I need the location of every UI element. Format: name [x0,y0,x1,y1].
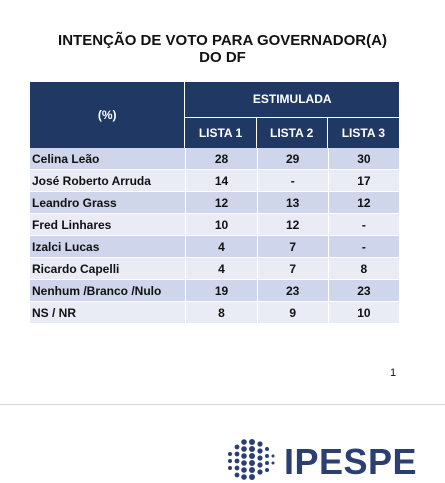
table-cell: 23 [256,280,328,302]
title-line-1: INTENÇÃO DE VOTO PARA GOVERNADOR(A) [58,32,387,49]
table-cell: 29 [256,148,328,170]
table-cell: 8 [327,258,399,280]
table-cell: - [327,236,399,258]
table-cell: 12 [256,214,328,236]
table-cell: 8 [185,302,257,324]
table-row: Nenhum /Branco /Nulo 19 23 23 [30,280,399,302]
table-cell: - [256,170,328,192]
column-header: LISTA 1 [185,117,257,148]
candidate-name: Ricardo Capelli [30,258,186,280]
table-cell: 30 [327,148,399,170]
table-cell: 23 [327,280,399,302]
table-cell: 17 [327,170,399,192]
table-cell: 10 [327,302,399,324]
table-cell: 19 [185,280,257,302]
table-row: José Roberto Arruda 14 - 17 [30,170,399,192]
table-cell: 7 [256,258,328,280]
logo-text: IPESPE [284,441,418,482]
candidate-name: Nenhum /Branco /Nulo [30,280,186,302]
table-cell: 13 [256,192,328,214]
dotted-globe-icon [228,439,275,480]
percent-header: (%) [30,82,186,148]
estimulada-header: ESTIMULADA [185,82,399,118]
table-cell: 9 [256,302,328,324]
table-row: Fred Linhares 10 12 - [30,214,399,236]
table-row: NS / NR 8 9 10 [30,302,399,324]
page-number: 1 [390,367,397,379]
table-cell: 4 [185,258,257,280]
title-line-2: DO DF [199,49,246,66]
table-cell: - [327,214,399,236]
column-header: LISTA 2 [256,117,328,148]
table-cell: 7 [256,236,328,258]
table-cell: 12 [185,192,257,214]
page-title: INTENÇÃO DE VOTO PARA GOVERNADOR(A) DO D… [0,32,445,66]
poll-table: (%) ESTIMULADA LISTA 1 LISTA 2 LISTA 3 C… [30,82,399,324]
candidate-name: Celina Leão [30,148,186,170]
column-header: LISTA 3 [327,117,399,148]
candidate-name: José Roberto Arruda [30,170,186,192]
candidate-name: Leandro Grass [30,192,186,214]
table-row: Izalci Lucas 4 7 - [30,236,399,258]
candidate-name: Fred Linhares [30,214,186,236]
table-cell: 14 [185,170,257,192]
ipespe-logo: IPESPE [222,434,422,483]
table-cell: 10 [185,214,257,236]
candidate-name: Izalci Lucas [30,236,186,258]
footer-divider [0,404,445,405]
table-cell: 4 [185,236,257,258]
table-row: Celina Leão 28 29 30 [30,148,399,170]
table-row: Leandro Grass 12 13 12 [30,192,399,214]
table-row: Ricardo Capelli 4 7 8 [30,258,399,280]
table-cell: 28 [185,148,257,170]
table-cell: 12 [327,192,399,214]
candidate-name: NS / NR [30,302,186,324]
